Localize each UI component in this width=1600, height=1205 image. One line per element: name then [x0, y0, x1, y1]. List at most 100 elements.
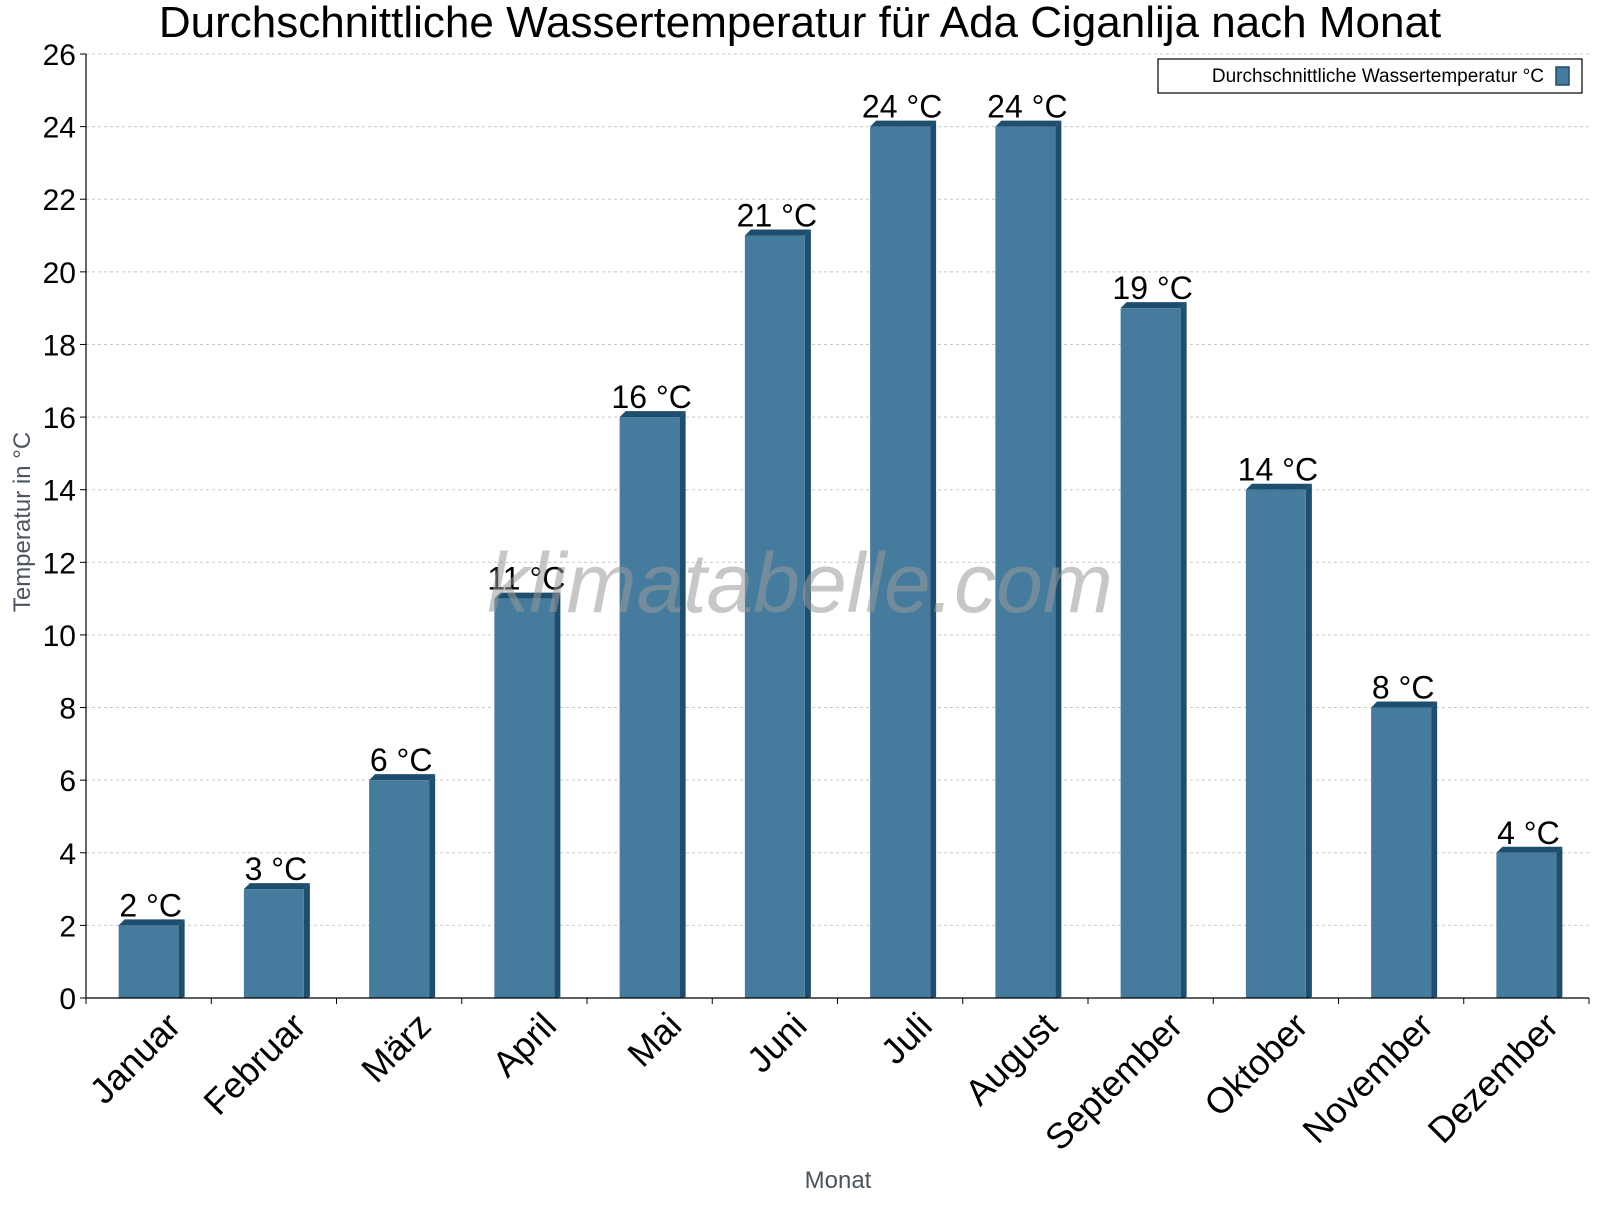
bar [619, 417, 680, 999]
bar-oktober [1245, 483, 1312, 998]
data-label: 6 °C [370, 742, 433, 778]
bar [118, 925, 179, 998]
bar-side [1305, 483, 1312, 998]
x-tick-label: Mai [619, 1005, 689, 1075]
x-tick-label: November [1294, 1005, 1440, 1151]
bar-top [995, 120, 1062, 127]
watermark-text: klimatabelle.com [487, 536, 1113, 630]
x-tick-label: Juli [873, 1005, 940, 1072]
bar [995, 126, 1056, 999]
data-label: 19 °C [1112, 270, 1192, 306]
bar-top [744, 229, 811, 236]
x-tick-label: September [1037, 1005, 1191, 1159]
data-label: 21 °C [737, 198, 817, 234]
x-tick-label: März [353, 1005, 439, 1091]
axes [85, 54, 1589, 999]
bar [1245, 489, 1306, 998]
x-tick-label: Juni [739, 1005, 815, 1081]
y-tick-label: 20 [43, 257, 76, 290]
data-label: 3 °C [245, 851, 308, 887]
bar-mai [619, 411, 686, 999]
bar-side [554, 592, 561, 998]
bar-september [1120, 302, 1187, 999]
x-tick-label: Januar [81, 1005, 188, 1112]
bar-side [429, 774, 436, 998]
bar-top [243, 883, 310, 890]
bar [1371, 707, 1432, 998]
bar-top [369, 774, 436, 781]
bar-side [1431, 701, 1438, 998]
x-tick-label: April [484, 1005, 564, 1085]
bar-top [1371, 701, 1438, 708]
bar-top [1120, 302, 1187, 309]
data-labels: 2 °C 3 °C 6 °C 11 °C 16 °C 21 °C 24 °C 24 °C 19 … [119, 89, 1559, 924]
bar-side [303, 883, 310, 998]
legend-label: Durchschnittliche Wassertemperatur °C [1212, 66, 1544, 87]
data-label: 16 °C [611, 379, 691, 415]
bar-side [1556, 846, 1563, 998]
x-axis-ticks: Januar Februar März April Mai Juni Juli AugustS… [81, 998, 1590, 1159]
bar-top [1245, 483, 1312, 490]
y-tick-label: 2 [59, 910, 76, 943]
bar [1120, 308, 1181, 999]
grid [86, 53, 1589, 926]
data-label: 24 °C [987, 89, 1067, 125]
bar-top [619, 411, 686, 418]
bar-august [995, 120, 1062, 999]
bar-januar [118, 919, 185, 998]
x-tick-label: Dezember [1420, 1005, 1566, 1151]
data-label: 24 °C [862, 89, 942, 125]
bar-juli [870, 120, 937, 999]
bar-juni [744, 229, 811, 999]
y-tick-label: 18 [43, 329, 76, 362]
bar-side [804, 229, 811, 999]
data-label: 4 °C [1497, 815, 1560, 851]
y-tick-label: 4 [59, 838, 76, 871]
y-tick-label: 14 [43, 475, 76, 508]
x-tick-label: August [957, 1005, 1065, 1113]
x-tick-label: Oktober [1196, 1005, 1316, 1125]
y-tick-label: 22 [43, 184, 76, 217]
bar [369, 780, 430, 998]
bar-top [1496, 846, 1563, 853]
y-tick-label: 0 [59, 983, 76, 1016]
bar-april [494, 592, 561, 998]
bar-top [870, 120, 937, 127]
bar-side [1055, 120, 1062, 999]
bar-side [1180, 302, 1187, 999]
bar [744, 235, 805, 999]
bar-dezember [1496, 846, 1563, 998]
bar-februar [243, 883, 310, 998]
data-label: 8 °C [1372, 670, 1435, 706]
x-axis-title: Monat [805, 1167, 872, 1194]
legend-box [1157, 58, 1583, 94]
bar [494, 598, 555, 998]
legend-swatch [1555, 66, 1570, 86]
data-label: 11 °C [487, 561, 565, 597]
bar-märz [369, 774, 436, 998]
y-tick-label: 6 [59, 765, 76, 798]
y-axis-title: Temperatur in °C [9, 432, 36, 612]
y-tick-label: 24 [43, 112, 76, 145]
x-tick-label: Februar [195, 1005, 313, 1123]
y-tick-label: 12 [43, 547, 76, 580]
legend: Durchschnittliche Wassertemperatur °C [1157, 58, 1583, 94]
bar [1496, 852, 1557, 998]
y-tick-label: 10 [43, 620, 76, 653]
bar-side [930, 120, 937, 999]
y-tick-label: 8 [59, 693, 76, 726]
bar-november [1371, 701, 1438, 998]
chart-title: Durchschnittliche Wassertemperatur für A… [159, 0, 1441, 47]
bar-side [679, 411, 686, 999]
bar-side [178, 919, 185, 998]
bar-top [118, 919, 185, 926]
bar [243, 889, 304, 998]
bars [118, 120, 1563, 999]
y-tick-label: 26 [43, 39, 76, 72]
bar [870, 126, 931, 999]
bar-top [494, 592, 561, 599]
y-tick-label: 16 [43, 402, 76, 435]
